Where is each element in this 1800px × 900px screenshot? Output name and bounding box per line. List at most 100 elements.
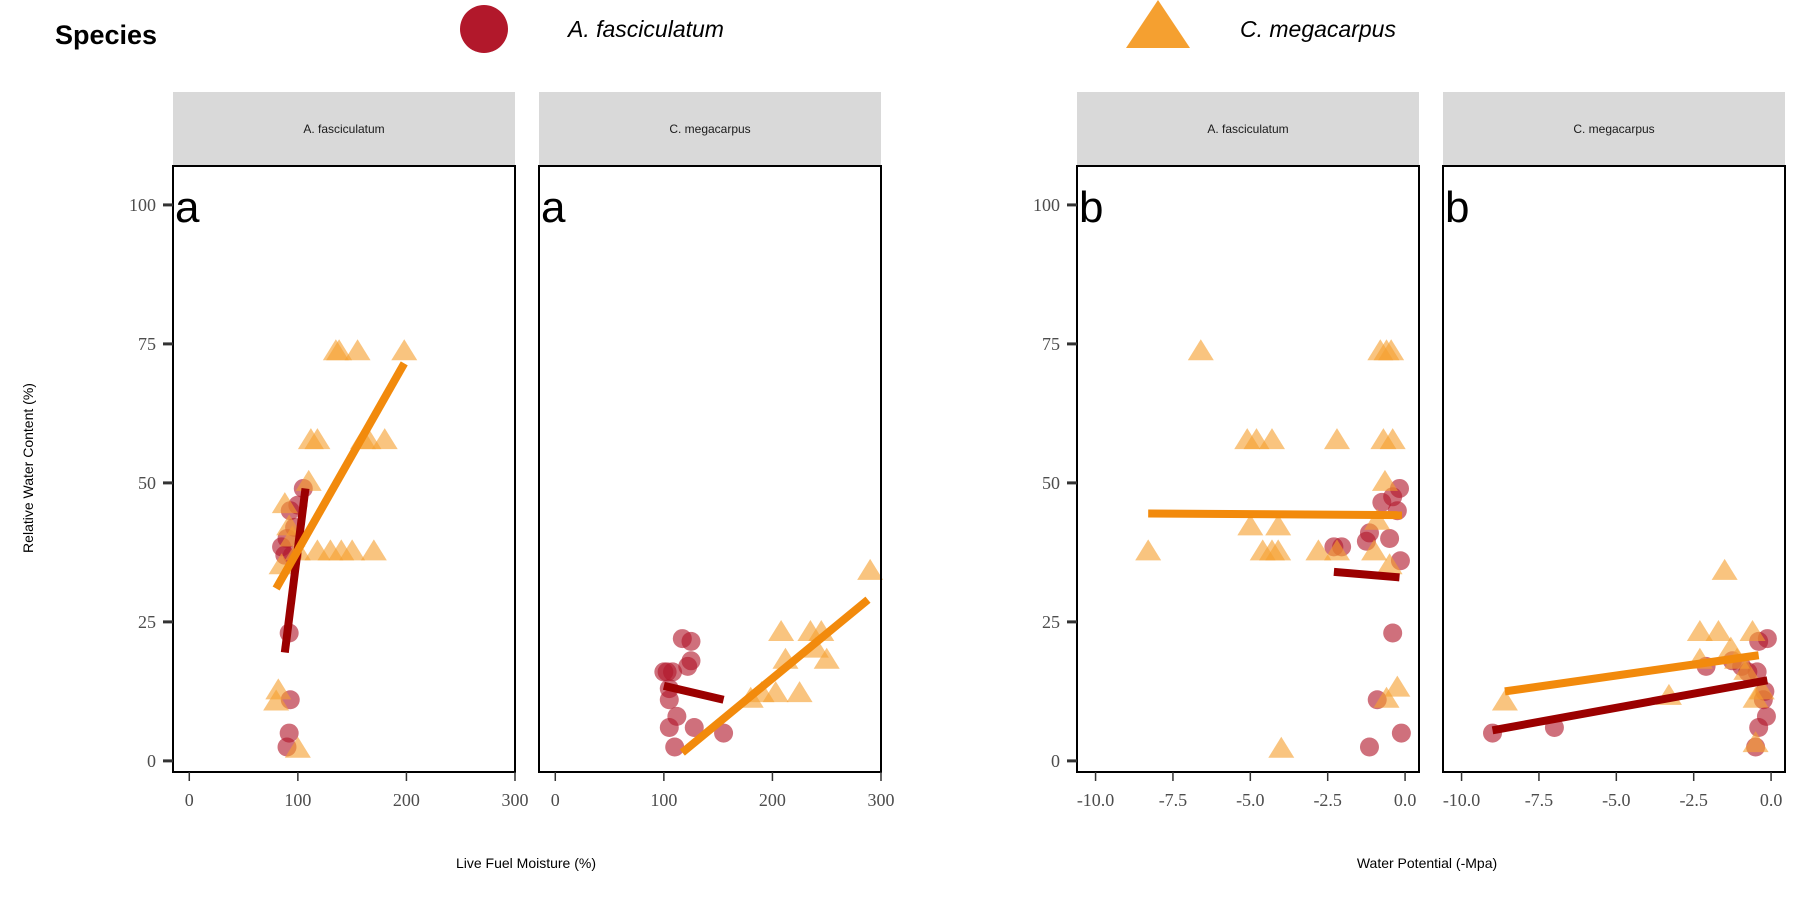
chart2-panel1-strip bbox=[1077, 92, 1419, 166]
chart1-panel1-strip bbox=[173, 92, 515, 166]
x-tick-label: 100 bbox=[650, 790, 677, 810]
data-point-c-megacarpus bbox=[1491, 689, 1518, 711]
chart2-panel1-points bbox=[1135, 339, 1411, 758]
y-tick-label: 0 bbox=[147, 751, 156, 771]
y-tick-label: 0 bbox=[1051, 751, 1060, 771]
chart1-panel2-points bbox=[654, 558, 884, 757]
y-tick-label: 75 bbox=[138, 334, 156, 354]
data-point-c-megacarpus bbox=[1135, 539, 1162, 561]
data-point-c-megacarpus bbox=[1711, 558, 1738, 580]
data-point-a-fasciculatum bbox=[665, 737, 685, 757]
chart2-panel1-frame bbox=[1076, 165, 1420, 773]
y-tick-label: 50 bbox=[138, 473, 156, 493]
y-tick-label: 100 bbox=[129, 195, 156, 215]
data-point-c-megacarpus bbox=[1378, 339, 1405, 361]
x-tick-label: -2.5 bbox=[1679, 790, 1708, 810]
data-point-a-fasciculatum bbox=[714, 723, 734, 743]
data-point-c-megacarpus bbox=[857, 558, 884, 580]
data-point-a-fasciculatum bbox=[684, 718, 704, 738]
data-point-c-megacarpus bbox=[1686, 619, 1713, 641]
x-tick-label: 300 bbox=[502, 790, 529, 810]
data-point-a-fasciculatum bbox=[1749, 718, 1769, 738]
data-point-a-fasciculatum bbox=[681, 631, 701, 651]
data-point-c-megacarpus bbox=[263, 689, 290, 711]
chart1-panel1: A. fasciculatum a 0 25 50 75 100 0 100 200 300 bbox=[129, 92, 529, 810]
y-tick-label: 25 bbox=[138, 612, 156, 632]
chart1-panel2-strip bbox=[539, 92, 881, 166]
x-tick-label: -10.0 bbox=[1077, 790, 1115, 810]
y-tick-label: 25 bbox=[1042, 612, 1060, 632]
data-point-c-megacarpus bbox=[1187, 339, 1214, 361]
data-point-c-megacarpus bbox=[391, 339, 418, 361]
data-point-c-megacarpus bbox=[768, 619, 795, 641]
data-point-c-megacarpus bbox=[344, 339, 371, 361]
chart2-panel2-frame bbox=[1442, 165, 1786, 773]
trend-line-c-megacarpus bbox=[1504, 651, 1760, 696]
data-point-c-megacarpus bbox=[1265, 539, 1292, 561]
chart1-panel1-frame bbox=[172, 165, 516, 773]
data-point-c-megacarpus bbox=[1268, 736, 1295, 758]
data-point-a-fasciculatum bbox=[659, 690, 679, 710]
x-axis-title-water-potential: Water Potential (-Mpa) bbox=[1357, 855, 1497, 871]
x-tick-label: 0 bbox=[185, 790, 194, 810]
data-point-c-megacarpus bbox=[1305, 539, 1332, 561]
data-point-c-megacarpus bbox=[786, 681, 813, 703]
data-point-c-megacarpus bbox=[304, 428, 331, 450]
trend-line-c-megacarpus bbox=[272, 361, 408, 591]
data-point-c-megacarpus bbox=[1705, 619, 1732, 641]
data-point-c-megacarpus bbox=[284, 736, 311, 758]
x-axis-title-live-fuel-moisture: Live Fuel Moisture (%) bbox=[456, 855, 596, 871]
x-tick-label: 200 bbox=[759, 790, 786, 810]
y-tick-label: 100 bbox=[1033, 195, 1060, 215]
data-point-a-fasciculatum bbox=[1359, 737, 1379, 757]
y-tick-label: 50 bbox=[1042, 473, 1060, 493]
trend-line-a-fasciculatum bbox=[1491, 676, 1769, 735]
chart2-panel2-strip-label: C. megacarpus bbox=[1573, 122, 1654, 136]
legend-triangle-icon bbox=[1126, 0, 1190, 48]
data-point-c-megacarpus bbox=[1742, 731, 1769, 753]
x-tick-label: 0.0 bbox=[1394, 790, 1417, 810]
data-point-c-megacarpus bbox=[295, 469, 322, 491]
data-point-a-fasciculatum bbox=[659, 718, 679, 738]
data-point-c-megacarpus bbox=[1739, 619, 1766, 641]
data-point-a-fasciculatum bbox=[678, 656, 698, 676]
chart2-panel1-tag: b bbox=[1079, 183, 1103, 232]
data-point-c-megacarpus bbox=[1373, 686, 1400, 708]
data-point-c-megacarpus bbox=[1323, 428, 1350, 450]
data-point-c-megacarpus bbox=[1237, 514, 1264, 536]
data-point-c-megacarpus bbox=[1748, 678, 1775, 700]
trend-line-c-megacarpus bbox=[1148, 509, 1403, 520]
legend-label-a-fasciculatum: A. fasciculatum bbox=[566, 16, 724, 42]
chart1-panel1-points bbox=[263, 339, 418, 758]
data-point-c-megacarpus bbox=[1323, 539, 1350, 561]
data-point-a-fasciculatum bbox=[1757, 629, 1777, 649]
data-point-c-megacarpus bbox=[360, 539, 387, 561]
x-tick-label: -7.5 bbox=[1159, 790, 1188, 810]
chart2-panel1: A. fasciculatum b 0 25 50 75 100 -10.0 -7.5 -5.0 -… bbox=[1033, 92, 1420, 810]
data-point-c-megacarpus bbox=[326, 339, 353, 361]
chart1-panel1-tag: a bbox=[175, 183, 200, 232]
data-point-c-megacarpus bbox=[1733, 658, 1760, 680]
x-tick-label: -5.0 bbox=[1602, 790, 1631, 810]
panels: A. fasciculatum a 0 25 50 75 100 0 100 200 300 C. m… bbox=[129, 92, 1786, 810]
data-point-c-megacarpus bbox=[1265, 514, 1292, 536]
legend-label-c-megacarpus: C. megacarpus bbox=[1240, 16, 1396, 42]
data-point-a-fasciculatum bbox=[663, 662, 683, 682]
chart1-panel2: C. megacarpus a 0 100 200 300 bbox=[538, 92, 895, 810]
chart1-panel1-strip-label: A. fasciculatum bbox=[303, 122, 384, 136]
x-tick-label: 300 bbox=[868, 790, 895, 810]
data-point-a-fasciculatum bbox=[1390, 478, 1410, 498]
data-point-c-megacarpus bbox=[271, 492, 298, 514]
legend: Species A. fasciculatum C. megacarpus bbox=[55, 0, 1396, 53]
trend-line-a-fasciculatum bbox=[280, 487, 310, 653]
chart1-panel2-tag: a bbox=[541, 183, 566, 232]
chart2-panel2-tag: b bbox=[1445, 183, 1469, 232]
data-point-c-megacarpus bbox=[371, 428, 398, 450]
legend-circle-icon bbox=[460, 5, 508, 53]
data-point-c-megacarpus bbox=[276, 514, 303, 536]
chart2-panel1-strip-label: A. fasciculatum bbox=[1207, 122, 1288, 136]
x-tick-label: 200 bbox=[393, 790, 420, 810]
data-point-c-megacarpus bbox=[1364, 508, 1391, 530]
data-point-c-megacarpus bbox=[1379, 428, 1406, 450]
x-tick-label: 0.0 bbox=[1760, 790, 1783, 810]
